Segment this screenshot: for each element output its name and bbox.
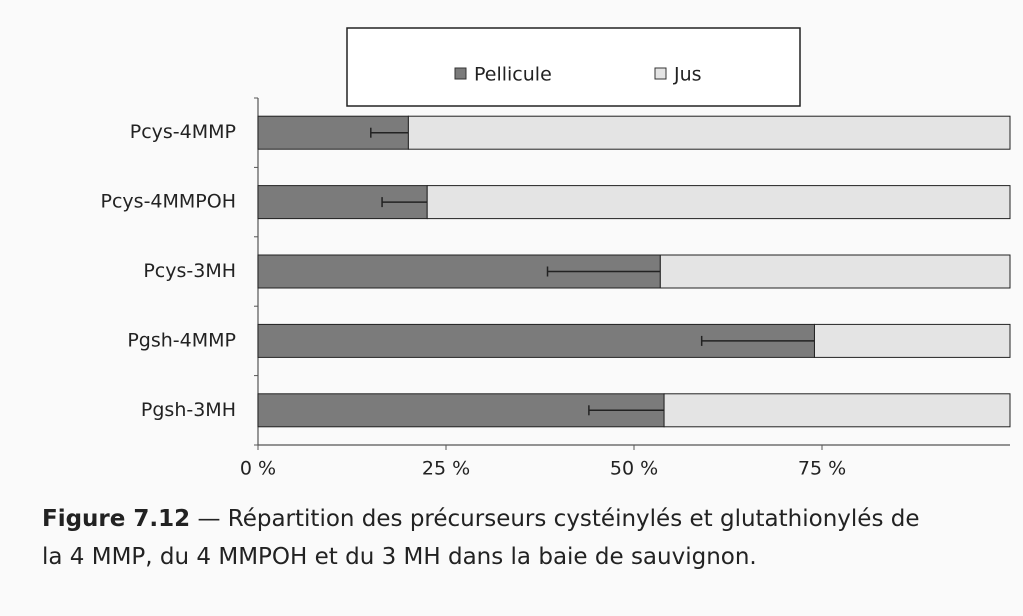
legend-label: Pellicule — [474, 64, 552, 86]
bar-segment — [426, 185, 1011, 220]
x-tick-label: 25 % — [422, 458, 470, 480]
bar-segment — [813, 323, 1011, 358]
bar-segment — [407, 115, 1011, 150]
bar-segment — [663, 393, 1011, 428]
caption-label: Figure 7.12 — [42, 506, 191, 532]
x-tick-label: 75 % — [798, 458, 846, 480]
legend-box — [346, 27, 801, 107]
category-label: Pcys-3MH — [143, 260, 236, 282]
category-label: Pcys-4MMPOH — [101, 191, 236, 213]
legend-label: Jus — [673, 64, 702, 86]
bar-segment — [659, 254, 1011, 289]
legend-swatch — [454, 67, 467, 80]
category-label: Pgsh-4MMP — [127, 329, 236, 351]
category-label: Pgsh-3MH — [141, 399, 236, 421]
category-label: Pcys-4MMP — [130, 121, 236, 143]
x-tick-label: 50 % — [610, 458, 658, 480]
legend-swatch — [654, 67, 667, 80]
caption-text: — Répartition des précurseurs cystéinylé… — [42, 506, 920, 570]
x-tick-label: 0 % — [240, 458, 276, 480]
caption: Figure 7.12 — Répartition des précurseur… — [42, 500, 942, 576]
